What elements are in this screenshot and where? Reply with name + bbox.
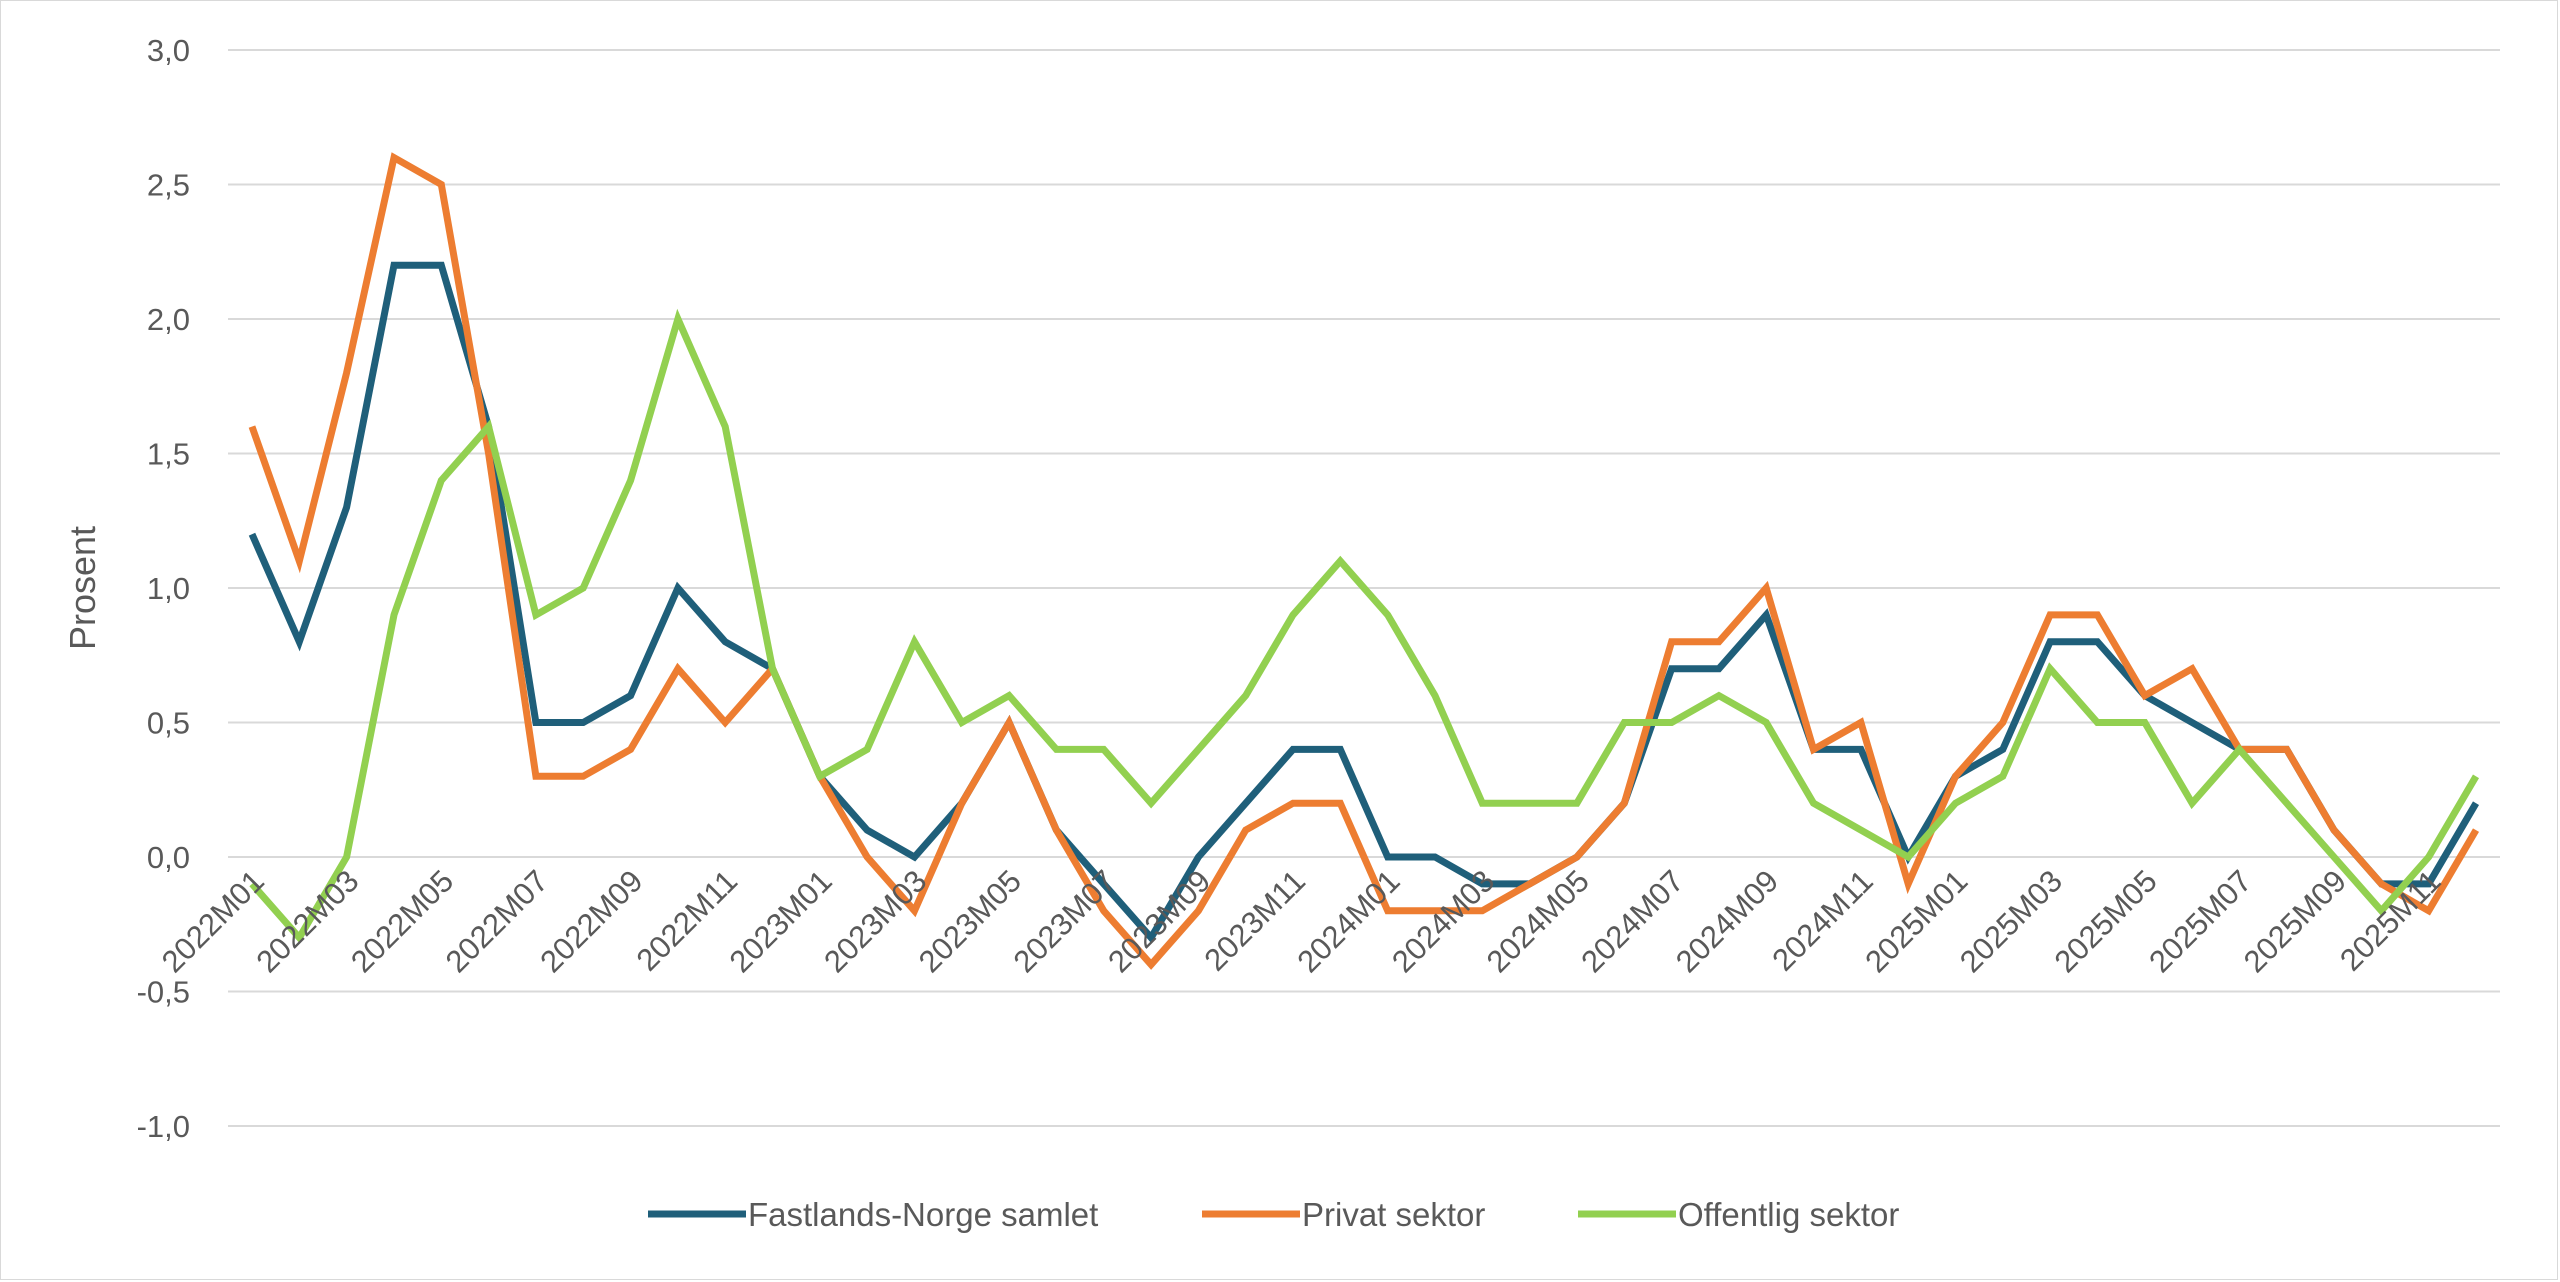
y-tick-label: 1,5	[147, 437, 190, 472]
legend-label-3: Offentlig sektor	[1678, 1196, 1899, 1233]
x-tick-label: 2022M07	[439, 863, 555, 979]
x-tick-label: 2023M07	[1007, 863, 1123, 979]
x-tick-label: 2024M01	[1290, 863, 1406, 979]
x-tick-label: 2025M01	[1858, 863, 1974, 979]
series-line-1	[248, 261, 2480, 944]
x-tick-label: 2024M09	[1669, 863, 1785, 979]
x-tick-label: 2024M11	[1765, 863, 1880, 978]
x-tick-label: 2023M09	[1101, 863, 1217, 979]
x-tick-label: 2022M03	[249, 863, 365, 979]
x-tick-label: 2025M03	[1953, 863, 2069, 979]
legend: Fastlands-Norge samlet Privat sektor Offen…	[648, 1196, 1899, 1233]
x-tick-label: 2024M07	[1574, 863, 1690, 979]
y-tick-label: 0,0	[147, 840, 190, 875]
x-tick-label: 2025M09	[2237, 863, 2353, 979]
x-tick-label: 2022M09	[533, 863, 649, 979]
x-tick-label: 2022M01	[155, 863, 271, 979]
x-tick-label: 2024M03	[1385, 863, 1501, 979]
y-tick-label: 2,5	[147, 168, 190, 203]
legend-label-2: Privat sektor	[1302, 1196, 1485, 1233]
x-tick-label: 2025M05	[2048, 863, 2164, 979]
y-tick-label: -1,0	[137, 1109, 190, 1144]
legend-label-1: Fastlands-Norge samlet	[748, 1196, 1098, 1233]
gridlines	[228, 49, 2500, 1127]
series-line-2	[248, 152, 2480, 970]
series-line-3	[249, 308, 2480, 944]
x-axis-ticks: 2022M012022M032022M052022M072022M092022M…	[155, 863, 2448, 979]
series-lines	[248, 152, 2480, 970]
y-tick-label: 0,5	[147, 706, 190, 741]
y-axis-ticks: -1,0 -0,5 0,0 0,5 1,0 1,5 2,0 2,5 3,0	[137, 33, 190, 1144]
x-tick-label: 2023M01	[723, 863, 839, 979]
x-tick-label: 2022M11	[630, 863, 745, 978]
x-tick-label: 2025M07	[2142, 863, 2258, 979]
y-tick-label: -0,5	[137, 975, 190, 1010]
y-axis-title: Prosent	[62, 526, 103, 650]
y-tick-label: 2,0	[147, 302, 190, 337]
x-tick-label: 2023M03	[817, 863, 933, 979]
y-tick-label: 1,0	[147, 571, 190, 606]
y-tick-label: 3,0	[147, 33, 190, 68]
x-tick-label: 2022M05	[344, 863, 460, 979]
